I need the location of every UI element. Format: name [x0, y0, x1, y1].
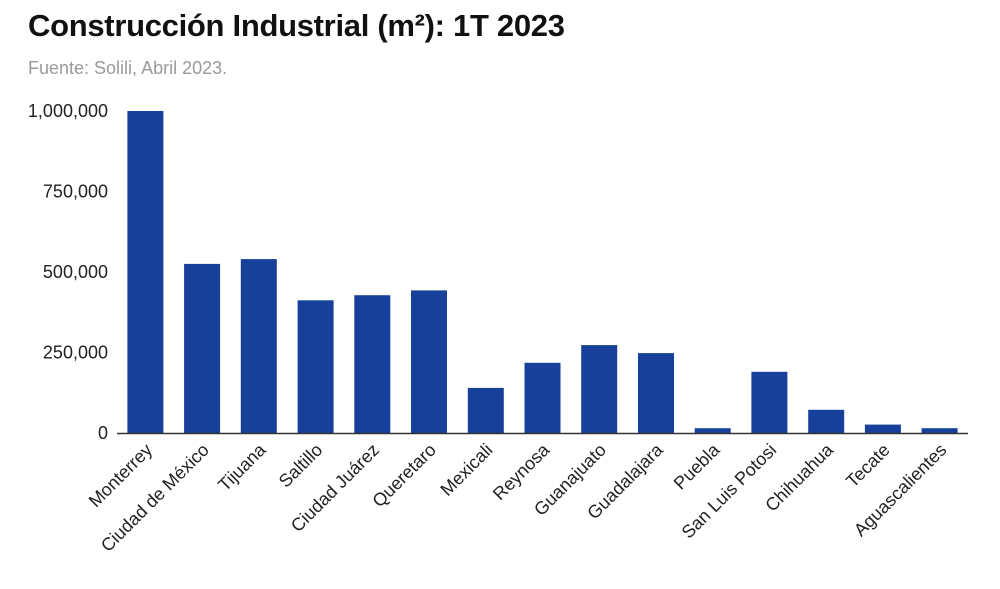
bar [411, 290, 447, 433]
bar [808, 409, 845, 433]
chart-subtitle: Fuente: Solili, Abril 2023. [28, 58, 228, 78]
bar [467, 387, 504, 433]
chart-title: Construcción Industrial (m²): 1T 2023 [28, 8, 565, 43]
bar [694, 428, 731, 433]
x-tick-label: Mexicali [436, 440, 496, 500]
y-tick-label: 750,000 [43, 182, 108, 202]
x-tick-label: Puebla [670, 439, 724, 493]
bar [581, 345, 618, 433]
bar [297, 300, 334, 433]
bar [524, 362, 561, 433]
bar [354, 295, 391, 433]
bar [638, 353, 674, 433]
x-tick-label: Ciudad de México [97, 440, 213, 556]
y-tick-label: 1,000,000 [28, 101, 108, 121]
y-tick-label: 500,000 [43, 262, 108, 282]
y-tick-label: 0 [98, 423, 108, 443]
x-tick-label: Tijuana [214, 439, 270, 495]
bar [184, 263, 221, 433]
bars [127, 111, 958, 433]
bar [921, 428, 958, 433]
bar [751, 371, 788, 433]
x-tick-label: Saltillo [275, 440, 327, 492]
bar [864, 424, 901, 433]
x-tick-label: Tecate [842, 440, 894, 492]
bar [240, 259, 277, 433]
y-tick-label: 250,000 [43, 343, 108, 363]
bar [127, 111, 164, 433]
y-axis-tick-labels: 0 250,000 500,000 750,000 1,000,000 [28, 101, 108, 443]
